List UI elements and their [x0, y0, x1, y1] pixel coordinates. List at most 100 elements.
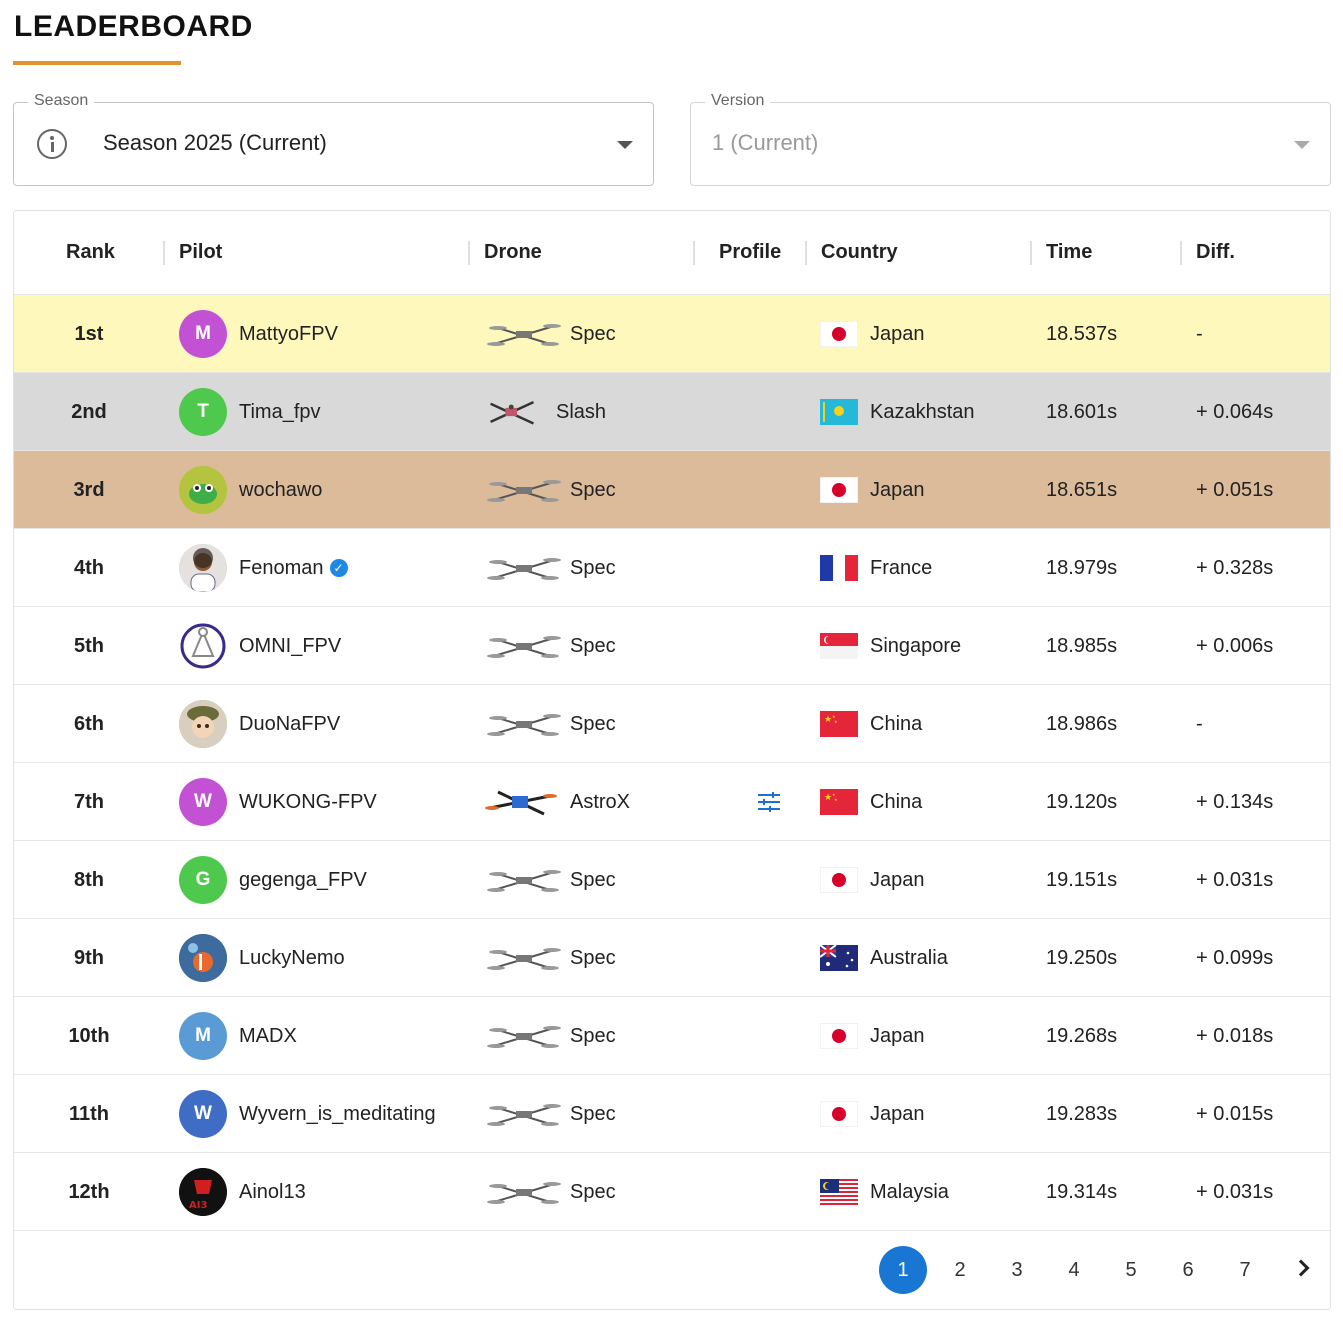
avatar[interactable]: T	[179, 388, 227, 436]
drone-name: Spec	[570, 712, 616, 735]
diff-cell: + 0.051s	[1196, 478, 1274, 501]
version-select[interactable]: Version 1 (Current)	[690, 92, 1331, 186]
header-country[interactable]: Country	[821, 241, 898, 263]
header-rank[interactable]: Rank	[66, 241, 115, 263]
pilot-cell[interactable]: DuoNaFPV	[179, 685, 479, 763]
table-row[interactable]: 7th W WUKONG-FPV AstroX ★ ★ ★ China 19.120s + 0.1…	[14, 763, 1330, 841]
page-button-3[interactable]: 3	[1011, 1258, 1023, 1281]
drone-icon	[484, 470, 564, 510]
chevron-right-icon[interactable]	[1292, 1259, 1310, 1277]
avatar[interactable]: M	[179, 310, 227, 358]
avatar[interactable]: M	[179, 1012, 227, 1060]
table-row[interactable]: 2nd T Tima_fpv Slash Kazakhstan 18.601s + 0.06…	[14, 373, 1330, 451]
pilot-name[interactable]: Ainol13	[239, 1180, 306, 1203]
drone-icon	[484, 782, 564, 822]
drone-icon	[484, 392, 550, 432]
page-button-4[interactable]: 4	[1068, 1258, 1080, 1281]
time-cell: 19.268s	[1046, 1024, 1118, 1047]
drone-name: AstroX	[570, 790, 631, 813]
table-row[interactable]: 10th M MADX Spec Japan 19.268s + 0.018s	[14, 997, 1330, 1075]
page-button-5[interactable]: 5	[1125, 1258, 1137, 1281]
country-name: Singapore	[870, 634, 962, 657]
avatar[interactable]	[179, 466, 227, 514]
avatar[interactable]	[179, 700, 227, 748]
pilot-name[interactable]: Fenoman	[239, 556, 324, 579]
drone-name: Slash	[556, 400, 607, 423]
table-row[interactable]: 9th LuckyNemo Spec Australia 19.250s + 0.099s	[14, 919, 1330, 997]
table-row[interactable]: 11th W Wyvern_is_meditating Spec Japan 19.283…	[14, 1075, 1330, 1153]
pilot-cell[interactable]: M MattyoFPV	[179, 295, 479, 373]
flag-icon	[820, 1101, 870, 1127]
time-cell: 18.537s	[1046, 322, 1118, 345]
country-cell: ★ ★ ★ China	[820, 763, 1040, 841]
header-drone[interactable]: Drone	[484, 241, 542, 263]
flag-icon	[820, 477, 870, 503]
header-profile[interactable]: Profile	[719, 241, 782, 263]
drone-cell: Spec	[484, 1153, 714, 1231]
time-cell: 18.985s	[1046, 634, 1118, 657]
pilot-name[interactable]: MADX	[239, 1024, 297, 1047]
pilot-cell[interactable]: AI3 Ainol13	[179, 1153, 479, 1231]
avatar[interactable]: AI3	[179, 1168, 227, 1216]
chevron-down-icon	[1294, 141, 1310, 149]
time-cell: 19.151s	[1046, 868, 1118, 891]
header-diff[interactable]: Diff.	[1196, 241, 1235, 263]
column-separator	[693, 241, 695, 265]
pilot-cell[interactable]: OMNI_FPV	[179, 607, 479, 685]
drone-name: Spec	[570, 634, 616, 657]
pilot-name[interactable]: WUKONG-FPV	[239, 790, 377, 813]
tune-settings-icon[interactable]	[758, 792, 780, 812]
page-button-1[interactable]: 1	[879, 1246, 927, 1294]
pilot-cell[interactable]: W Wyvern_is_meditating	[179, 1075, 479, 1153]
rank-cell: 3rd	[73, 478, 105, 501]
column-separator	[1180, 241, 1182, 265]
pilot-name[interactable]: wochawo	[239, 478, 323, 501]
rank-cell: 11th	[68, 1102, 110, 1125]
avatar[interactable]: W	[179, 1090, 227, 1138]
pilot-cell[interactable]: LuckyNemo	[179, 919, 479, 997]
diff-cell: + 0.018s	[1196, 1024, 1274, 1047]
page-button-2[interactable]: 2	[954, 1258, 966, 1281]
avatar[interactable]	[179, 544, 227, 592]
avatar[interactable]: G	[179, 856, 227, 904]
pilot-name[interactable]: Tima_fpv	[239, 400, 321, 423]
pilot-name[interactable]: LuckyNemo	[239, 946, 345, 969]
drone-name: Spec	[570, 322, 616, 345]
country-name: Japan	[870, 868, 925, 891]
time-cell: 19.283s	[1046, 1102, 1118, 1125]
drone-name: Spec	[570, 946, 616, 969]
table-row[interactable]: 3rd wochawo Spec Japan 18.651s + 0.051s	[14, 451, 1330, 529]
pilot-name[interactable]: MattyoFPV	[239, 322, 338, 345]
avatar[interactable]: W	[179, 778, 227, 826]
pilot-cell[interactable]: wochawo	[179, 451, 479, 529]
pilot-name[interactable]: DuoNaFPV	[239, 712, 341, 735]
avatar[interactable]	[179, 934, 227, 982]
pilot-cell[interactable]: Fenoman ✓	[179, 529, 479, 607]
page-button-6[interactable]: 6	[1182, 1258, 1194, 1281]
diff-cell: + 0.006s	[1196, 634, 1274, 657]
table-row[interactable]: 6th DuoNaFPV Spec ★ ★ ★ China 18.986s -	[14, 685, 1330, 763]
season-select[interactable]: Season Season 2025 (Current)	[13, 92, 654, 186]
table-row[interactable]: 5th OMNI_FPV Spec Singapore 18.985s + 0.006s	[14, 607, 1330, 685]
header-time[interactable]: Time	[1046, 241, 1093, 263]
page-button-7[interactable]: 7	[1239, 1258, 1251, 1281]
pilot-name[interactable]: OMNI_FPV	[239, 634, 342, 657]
season-value: Season 2025 (Current)	[103, 130, 327, 155]
pilot-cell[interactable]: T Tima_fpv	[179, 373, 479, 451]
info-icon[interactable]	[37, 129, 67, 159]
pilot-name[interactable]: gegenga_FPV	[239, 868, 367, 891]
profile-cell	[724, 529, 814, 607]
profile-cell	[724, 451, 814, 529]
svg-text:★: ★	[832, 714, 836, 719]
header-pilot[interactable]: Pilot	[179, 241, 223, 263]
country-cell: Singapore	[820, 607, 1040, 685]
table-row[interactable]: 1st M MattyoFPV Spec Japan 18.537s -	[14, 295, 1330, 373]
avatar[interactable]	[179, 622, 227, 670]
pilot-cell[interactable]: M MADX	[179, 997, 479, 1075]
pilot-name[interactable]: Wyvern_is_meditating	[239, 1102, 436, 1125]
pilot-cell[interactable]: W WUKONG-FPV	[179, 763, 479, 841]
table-row[interactable]: 12th AI3 Ainol13 Spec Malaysia 19.314s + 0.031…	[14, 1153, 1330, 1231]
table-row[interactable]: 4th Fenoman ✓ Spec France 18.979s + 0.328s	[14, 529, 1330, 607]
